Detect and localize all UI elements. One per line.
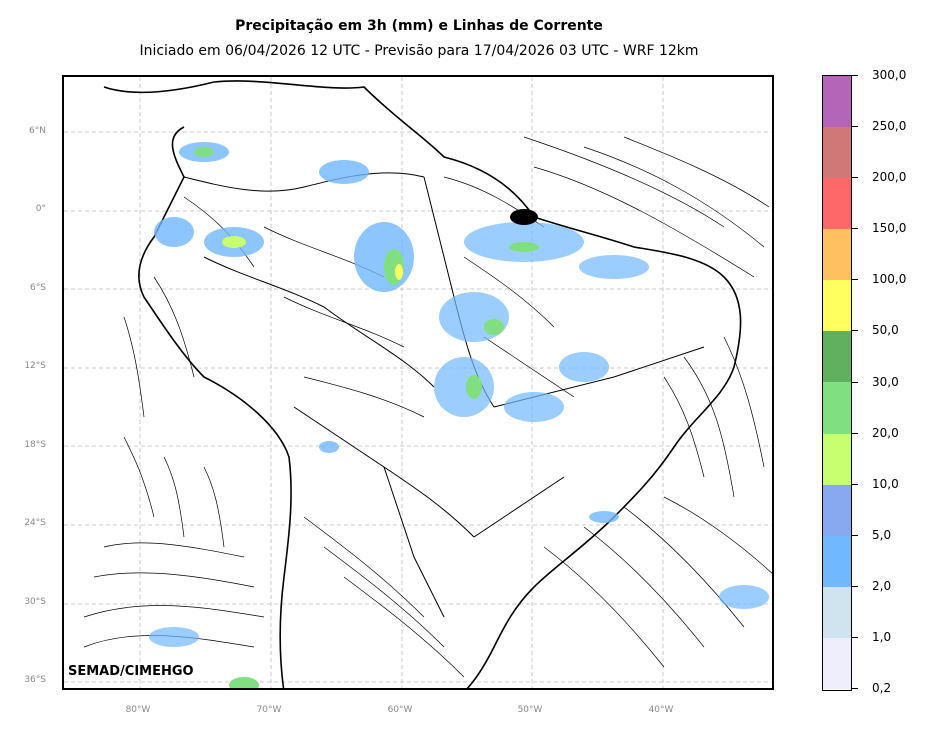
graticule <box>64 77 772 688</box>
colorbar-tick <box>852 381 858 383</box>
country-borders <box>183 172 705 618</box>
colorbar-segment <box>823 586 851 638</box>
lat-label: 30°S <box>24 597 46 607</box>
colorbar-label: 50,0 <box>872 323 899 338</box>
chart-title: Precipitação em 3h (mm) e Linhas de Corr… <box>235 18 603 34</box>
streamlines <box>83 136 772 678</box>
coastline <box>103 80 742 688</box>
lon-label: 60°W <box>387 705 413 715</box>
lat-label: 6°N <box>29 126 46 136</box>
lon-label: 50°W <box>517 705 543 715</box>
colorbar-segment <box>823 178 851 230</box>
colorbar-segment <box>823 280 851 332</box>
colorbar-tick <box>852 534 858 536</box>
colorbar-tick <box>852 483 858 485</box>
colorbar-label: 150,0 <box>872 221 907 236</box>
colorbar-tick <box>852 688 858 689</box>
colorbar-segment <box>823 433 851 485</box>
colorbar <box>822 75 852 691</box>
lat-label: 18°S <box>24 440 46 450</box>
colorbar-label: 10,0 <box>872 476 899 491</box>
colorbar-segment <box>823 382 851 434</box>
colorbar-label: 30,0 <box>872 374 899 389</box>
colorbar-label: 100,0 <box>872 272 907 287</box>
colorbar-tick <box>852 330 858 332</box>
colorbar-tick <box>852 177 858 179</box>
colorbar-segment <box>823 331 851 383</box>
lon-label: 80°W <box>125 705 151 715</box>
lat-label: 24°S <box>24 518 46 528</box>
colorbar-tick <box>852 636 858 638</box>
colorbar-label: 300,0 <box>872 68 907 82</box>
colorbar-tick <box>852 75 858 76</box>
lat-label: 36°S <box>24 675 46 685</box>
colorbar-segment <box>823 229 851 281</box>
colorbar-tick <box>852 228 858 230</box>
colorbar-segment <box>823 637 851 689</box>
colorbar-tick <box>852 279 858 281</box>
colorbar-tick <box>852 432 858 434</box>
precipitation-field <box>149 142 769 688</box>
credit-label: SEMAD/CIMEHGO <box>68 664 194 679</box>
lon-label: 40°W <box>648 705 674 715</box>
colorbar-segment <box>823 127 851 179</box>
colorbar-tick <box>852 585 858 587</box>
chart-subtitle: Iniciado em 06/04/2026 12 UTC - Previsão… <box>139 43 699 59</box>
lat-label: 0° <box>35 204 46 214</box>
colorbar-label: 1,0 <box>872 629 892 644</box>
colorbar-segment <box>823 484 851 536</box>
colorbar-tick <box>852 126 858 128</box>
colorbar-label: 250,0 <box>872 119 907 134</box>
lat-label: 12°S <box>24 361 46 371</box>
lat-label: 6°S <box>30 283 46 293</box>
colorbar-label: 5,0 <box>872 527 892 542</box>
colorbar-label: 200,0 <box>872 170 907 185</box>
lon-label: 70°W <box>256 705 282 715</box>
map-svg <box>64 77 772 688</box>
colorbar-label: 20,0 <box>872 425 899 440</box>
colorbar-segment <box>823 76 851 128</box>
colorbar-label: 0,2 <box>872 681 892 695</box>
colorbar-segment <box>823 535 851 587</box>
map-panel: SEMAD/CIMEHGO <box>62 75 774 690</box>
colorbar-label: 2,0 <box>872 578 892 593</box>
